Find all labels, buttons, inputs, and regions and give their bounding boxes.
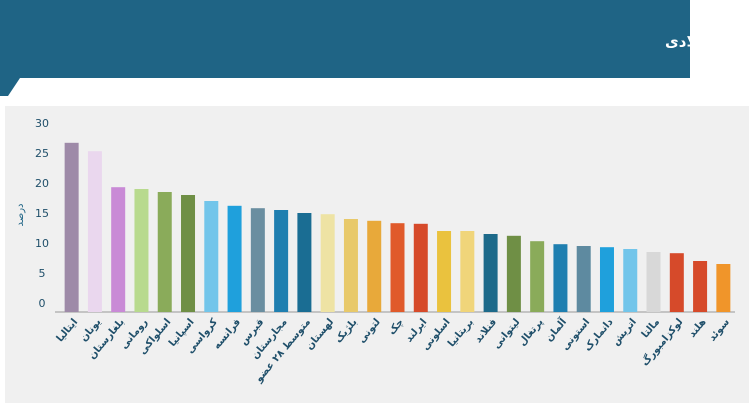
bar <box>157 192 172 312</box>
bar <box>111 187 126 312</box>
y-tick-label: 0 <box>39 297 46 310</box>
bar <box>343 219 358 312</box>
y-tick-label: 10 <box>35 237 49 250</box>
bar <box>134 189 149 312</box>
bar <box>390 223 405 312</box>
bar <box>483 234 498 312</box>
header-band <box>0 0 690 96</box>
bar <box>553 244 568 312</box>
bar <box>623 249 638 312</box>
bar <box>181 195 196 312</box>
bar <box>204 201 219 312</box>
bar <box>413 223 428 312</box>
bar <box>274 210 289 312</box>
bar <box>646 252 661 312</box>
bar <box>437 231 452 312</box>
y-tick-label: 15 <box>35 207 49 220</box>
chart-title: جوانان فاقد کار، مهارت و تخصص در کشورهای… <box>665 33 749 52</box>
bar <box>693 261 708 312</box>
bar <box>530 241 545 312</box>
bar <box>64 142 79 312</box>
y-tick-label: 25 <box>35 147 49 160</box>
bar <box>506 235 521 312</box>
bar <box>320 214 335 312</box>
bar <box>460 231 475 312</box>
y-tick-label: 5 <box>39 267 46 280</box>
bar <box>227 205 242 312</box>
bar <box>669 253 684 312</box>
bar <box>87 151 102 312</box>
bar <box>367 220 382 312</box>
y-tick-label: 30 <box>35 117 49 130</box>
bar <box>297 213 312 312</box>
bar <box>716 264 731 312</box>
bar <box>599 247 614 312</box>
y-axis-label: درصد <box>15 203 26 226</box>
y-tick-label: 20 <box>35 177 49 190</box>
bar <box>576 246 591 312</box>
bar <box>250 208 265 312</box>
